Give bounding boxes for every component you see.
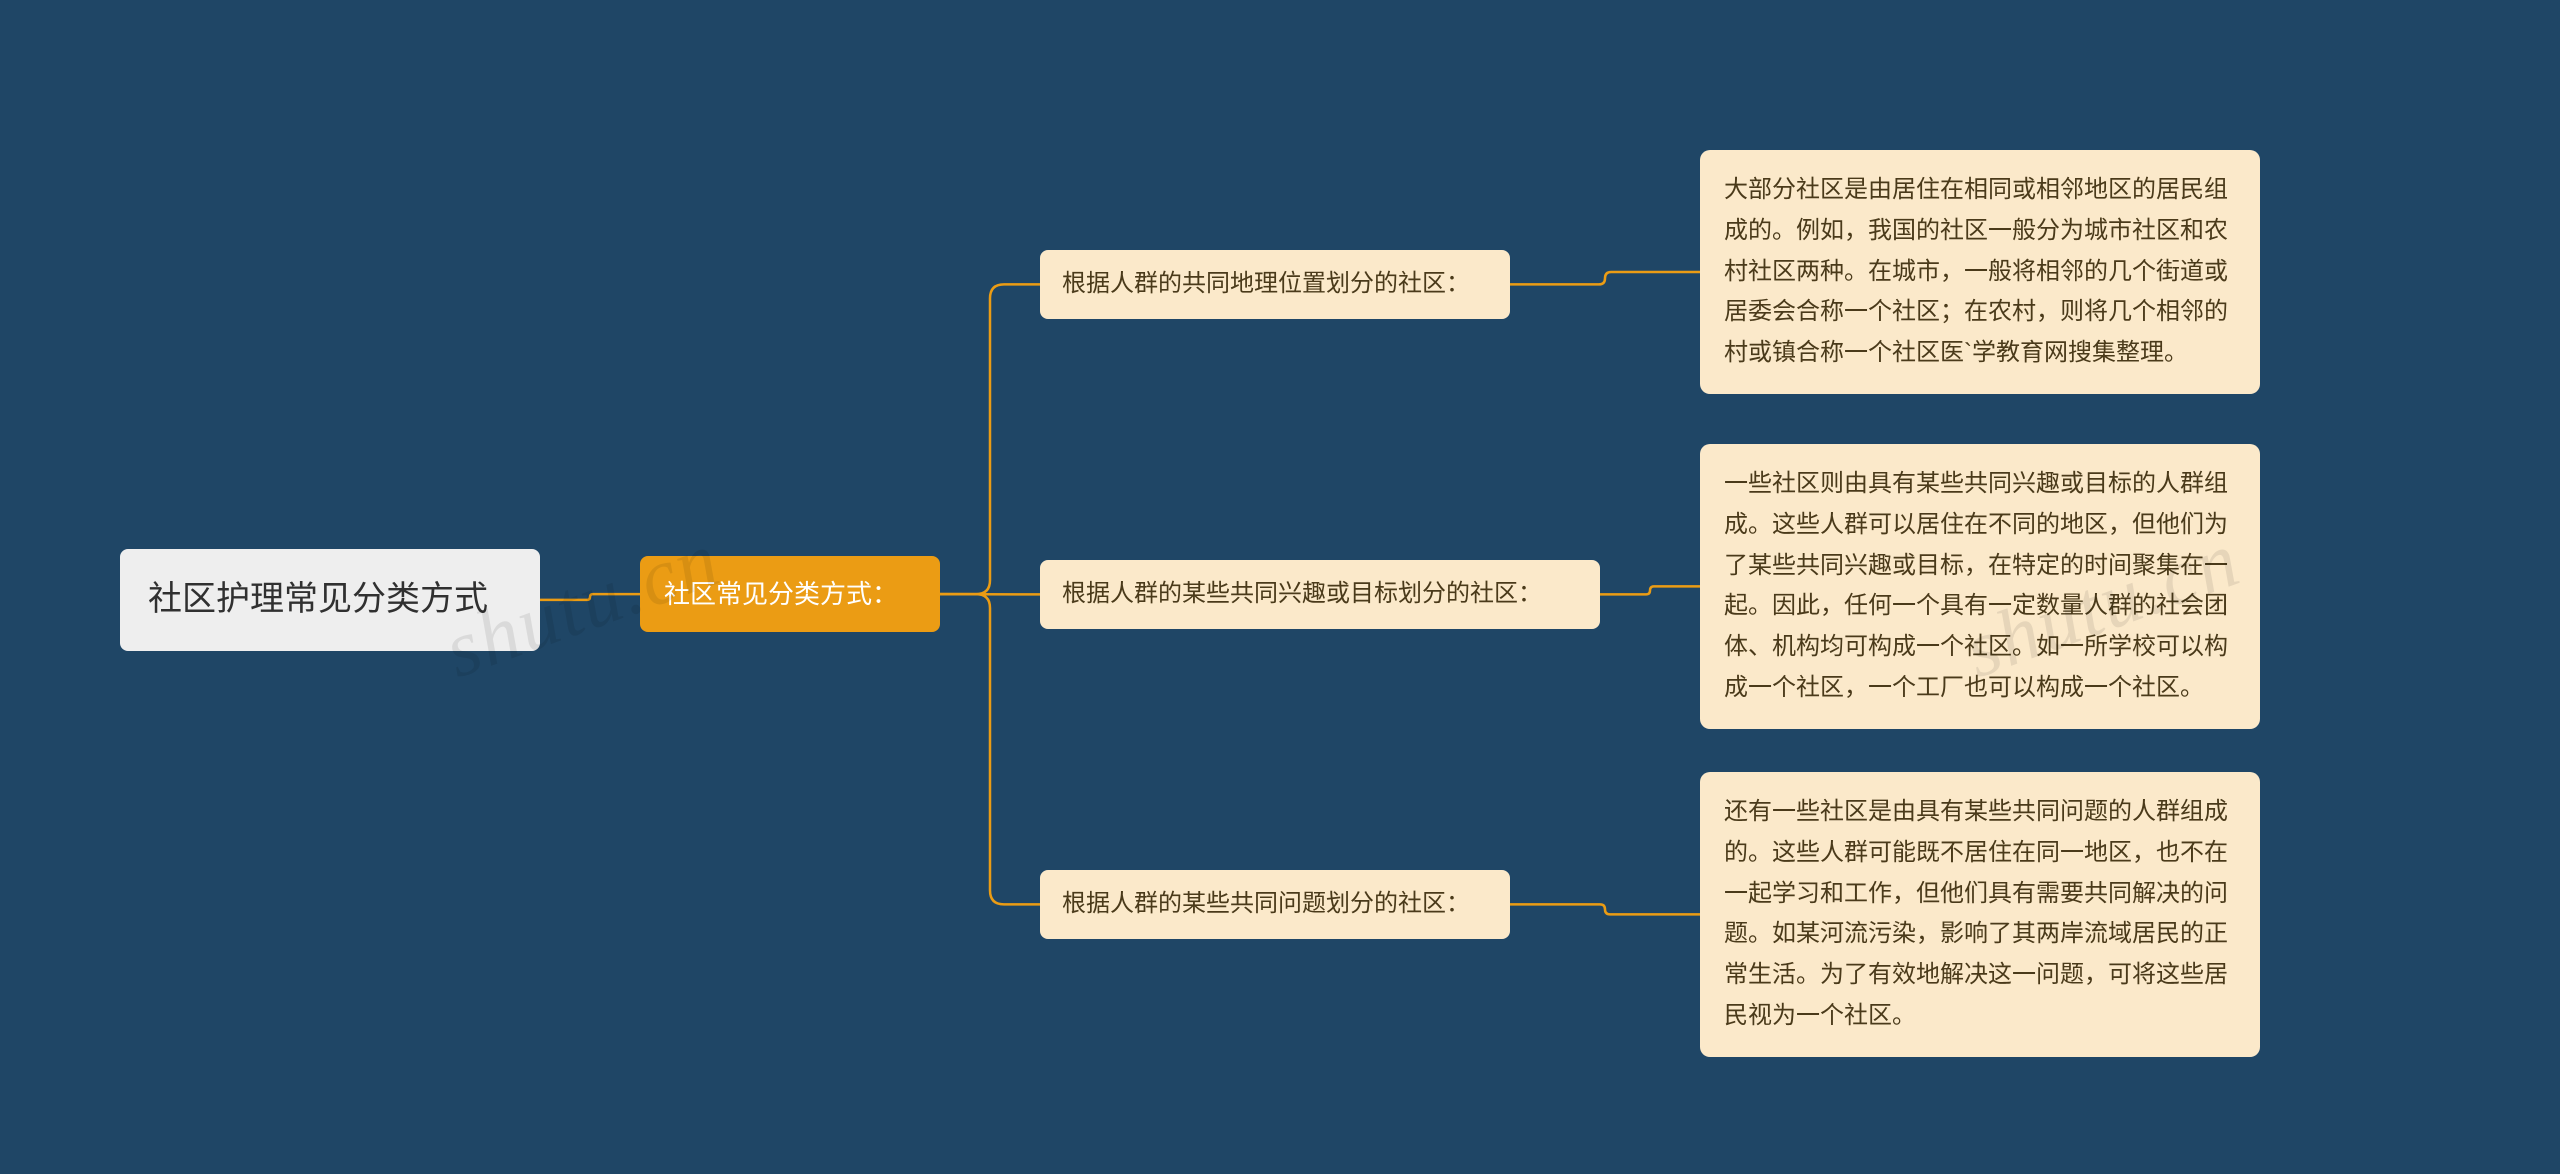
branch-node-problem[interactable]: 根据人群的某些共同问题划分的社区：	[1040, 870, 1510, 939]
root-node[interactable]: 社区护理常见分类方式	[120, 549, 540, 651]
level1-node[interactable]: 社区常见分类方式：	[640, 556, 940, 632]
leaf-node-problem-detail[interactable]: 还有一些社区是由具有某些共同问题的人群组成的。这些人群可能既不居住在同一地区，也…	[1700, 772, 2260, 1057]
leaf-node-geography-detail[interactable]: 大部分社区是由居住在相同或相邻地区的居民组成的。例如，我国的社区一般分为城市社区…	[1700, 150, 2260, 394]
branch-node-interest[interactable]: 根据人群的某些共同兴趣或目标划分的社区：	[1040, 560, 1600, 629]
mindmap-canvas: 社区护理常见分类方式 社区常见分类方式： 根据人群的共同地理位置划分的社区： 根…	[0, 0, 2560, 1174]
branch-node-geography[interactable]: 根据人群的共同地理位置划分的社区：	[1040, 250, 1510, 319]
leaf-node-interest-detail[interactable]: 一些社区则由具有某些共同兴趣或目标的人群组成。这些人群可以居住在不同的地区，但他…	[1700, 444, 2260, 729]
